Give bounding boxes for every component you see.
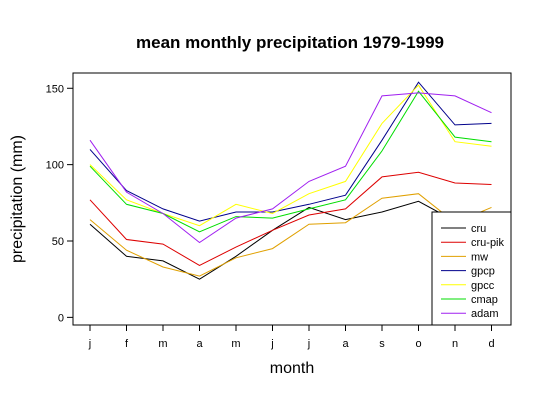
legend-label: cru-pik bbox=[471, 237, 505, 249]
chart-title: mean monthly precipitation 1979-1999 bbox=[136, 33, 444, 52]
x-tick-label: o bbox=[415, 338, 421, 350]
x-tick-label: f bbox=[125, 338, 129, 350]
series-line-cru bbox=[89, 200, 492, 280]
y-tick-label: 50 bbox=[52, 236, 64, 248]
legend: cru cru-pik mw gpcp gpcc cmap adam bbox=[431, 211, 512, 326]
series-lines bbox=[89, 81, 492, 280]
x-tick-label: s bbox=[379, 338, 385, 350]
x-axis-label: month bbox=[270, 360, 314, 377]
x-tick-label: d bbox=[488, 338, 494, 350]
series-line-mw bbox=[89, 193, 492, 277]
series-line-cmap bbox=[89, 90, 492, 233]
x-tick-label: m bbox=[158, 338, 167, 350]
x-tick-label: j bbox=[307, 338, 310, 350]
y-tick-label: 0 bbox=[58, 312, 64, 324]
legend-label: gpcp bbox=[471, 266, 495, 278]
legend-label: cru bbox=[471, 223, 486, 235]
x-tick-label: m bbox=[231, 338, 240, 350]
y-axis-label: precipitation (mm) bbox=[9, 135, 26, 263]
plot-frame bbox=[72, 72, 512, 326]
y-tick-label: 150 bbox=[46, 83, 64, 95]
series-line-adam bbox=[89, 92, 492, 244]
series-line-cru-pik bbox=[89, 171, 492, 266]
legend-label: cmap bbox=[471, 294, 498, 306]
series-line-gpcp bbox=[89, 81, 492, 222]
x-tick-label: j bbox=[88, 338, 91, 350]
x-tick-label: j bbox=[270, 338, 273, 350]
x-tick-label: a bbox=[196, 338, 203, 350]
y-tick-label: 100 bbox=[46, 160, 64, 172]
legend-label: mw bbox=[471, 251, 488, 263]
legend-box bbox=[431, 211, 512, 326]
x-tick-label: a bbox=[342, 338, 349, 350]
y-axis: 0 50 100 150 bbox=[46, 83, 73, 324]
x-tick-label: n bbox=[452, 338, 458, 350]
series-line-gpcc bbox=[89, 84, 492, 227]
legend-label: adam bbox=[471, 308, 499, 320]
legend-label: gpcc bbox=[471, 280, 495, 292]
